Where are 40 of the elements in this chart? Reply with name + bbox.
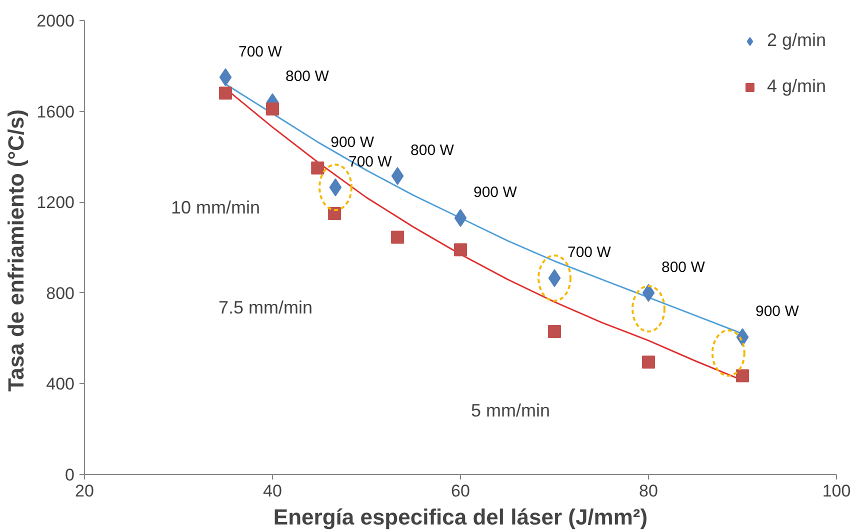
annotation: 700 W xyxy=(238,43,283,60)
legend-label: 4 g/min xyxy=(766,76,826,97)
point xyxy=(311,162,324,175)
x-tick-label: 100 xyxy=(822,482,851,500)
point xyxy=(548,324,561,338)
point xyxy=(328,206,342,220)
point xyxy=(391,230,404,244)
x-axis-title: Energía especifica del láser (J/mm²) xyxy=(273,504,648,530)
annotation: 700 W xyxy=(568,244,612,262)
annotation: 900 W xyxy=(330,134,375,152)
y-tick-label: 800 xyxy=(46,284,75,303)
x-tick-label: 40 xyxy=(263,482,282,500)
x-tick-label: 80 xyxy=(639,482,658,500)
annotation: 900 W xyxy=(474,184,518,201)
y-axis-title: Tasa de enfriamiento (°C/s) xyxy=(4,109,29,392)
x-tick-label: 20 xyxy=(75,482,94,500)
point xyxy=(642,356,655,369)
annotation: 7.5 mm/min xyxy=(218,298,313,318)
point xyxy=(736,369,749,382)
point xyxy=(454,243,467,256)
annotation: 800 W xyxy=(410,142,455,159)
point xyxy=(391,166,404,185)
point xyxy=(266,102,279,116)
annotation: 900 W xyxy=(756,303,800,320)
annotation: 800 W xyxy=(286,68,330,86)
point xyxy=(642,284,655,302)
annotation: 10 mm/min xyxy=(170,198,260,218)
x-tick-label: 60 xyxy=(451,482,470,500)
annotation: 5 mm/min xyxy=(471,400,550,420)
annotation: 700 W xyxy=(348,153,393,170)
y-tick-label: 400 xyxy=(46,374,75,394)
y-tick-label: 1600 xyxy=(36,102,75,122)
y-tick-label: 2000 xyxy=(36,12,75,30)
legend-label: 2 g/min xyxy=(766,30,826,51)
y-tick-label: 0 xyxy=(65,466,75,484)
point xyxy=(454,208,467,227)
point xyxy=(219,68,232,86)
point xyxy=(219,86,232,100)
y-tick-label: 1200 xyxy=(36,193,75,212)
annotation: 800 W xyxy=(662,258,706,276)
